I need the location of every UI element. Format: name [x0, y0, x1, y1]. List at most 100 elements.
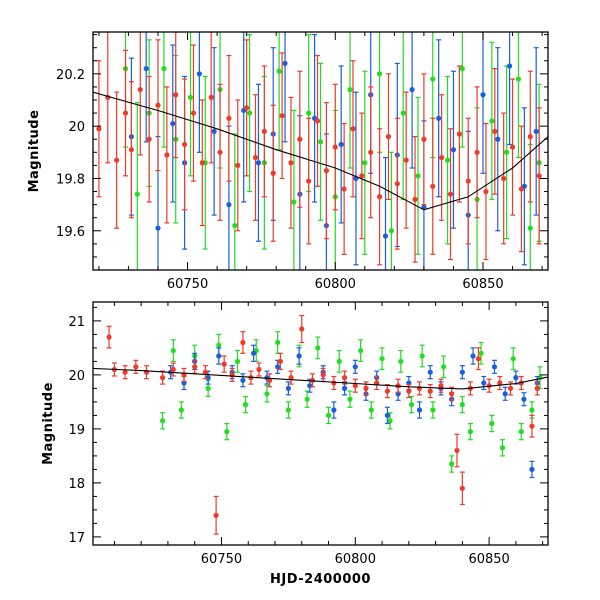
- data-point: [387, 412, 393, 430]
- data-point: [137, 32, 143, 156]
- data-point: [202, 365, 209, 380]
- y-axis-label: Magnitude: [27, 110, 42, 193]
- data-point: [275, 331, 281, 354]
- data-point: [515, 32, 522, 159]
- data-point: [470, 347, 476, 365]
- data-point: [421, 73, 427, 206]
- data-point: [146, 75, 152, 203]
- data-point: [456, 65, 462, 203]
- data-point: [288, 96, 294, 229]
- data-point: [398, 350, 404, 373]
- data-point: [143, 32, 149, 143]
- data-point: [478, 341, 484, 365]
- data-point: [529, 414, 535, 438]
- data-point: [285, 381, 291, 396]
- data-point: [229, 367, 235, 382]
- y-axis-label: Magnitude: [41, 382, 56, 465]
- y-tick-label: 18: [68, 477, 85, 492]
- data-point: [252, 94, 259, 221]
- data-point: [419, 344, 425, 368]
- plot-area: [93, 32, 548, 270]
- data-point: [341, 370, 348, 385]
- data-point: [513, 370, 519, 385]
- data-point: [264, 385, 270, 403]
- data-point: [521, 107, 527, 266]
- data-point: [170, 339, 176, 362]
- data-point: [221, 355, 227, 373]
- data-point: [282, 32, 288, 143]
- data-point: [409, 32, 415, 169]
- data-point: [192, 359, 198, 374]
- data-point: [379, 347, 385, 371]
- data-point: [427, 384, 433, 399]
- data-point: [306, 117, 312, 245]
- data-point: [216, 347, 222, 365]
- data-point: [510, 347, 516, 371]
- data-point: [475, 347, 482, 371]
- data-point: [350, 60, 356, 198]
- data-point: [465, 117, 471, 245]
- data-point: [317, 62, 324, 221]
- data-point: [459, 471, 465, 506]
- x-tick-label: 60750: [167, 277, 208, 292]
- data-point: [208, 32, 214, 164]
- data-point: [388, 151, 395, 270]
- data-point: [170, 362, 176, 377]
- data-point: [459, 365, 465, 380]
- data-point: [299, 314, 305, 344]
- y-tick-label: 21: [68, 315, 85, 330]
- data-point: [483, 122, 489, 261]
- data-point: [242, 395, 249, 414]
- data-point: [385, 73, 392, 200]
- y-tick-label: 19.8: [56, 172, 85, 187]
- data-point: [438, 378, 444, 393]
- trend-curve: [93, 367, 548, 390]
- data-point: [164, 86, 170, 224]
- data-point: [382, 156, 389, 270]
- data-point: [134, 102, 140, 270]
- y-tick-label: 17: [68, 531, 85, 546]
- data-point: [96, 60, 102, 198]
- data-point: [412, 136, 418, 263]
- data-point: [504, 65, 510, 240]
- data-point: [439, 94, 445, 221]
- data-point: [250, 344, 257, 362]
- data-point: [481, 375, 487, 391]
- data-point: [527, 70, 533, 203]
- plot-frame: [92, 31, 549, 271]
- data-point: [384, 384, 391, 399]
- data-point: [495, 47, 501, 232]
- data-point: [159, 370, 166, 385]
- y-tick-label: 20: [68, 120, 85, 135]
- data-point: [444, 75, 451, 245]
- plot-area: [93, 314, 548, 535]
- data-point: [309, 373, 316, 388]
- data-point: [338, 65, 344, 224]
- x-tick-label: 60850: [468, 552, 509, 567]
- data-point: [170, 44, 176, 203]
- data-point: [143, 365, 150, 380]
- data-point: [187, 32, 194, 177]
- data-point: [506, 32, 513, 146]
- data-point: [441, 355, 447, 379]
- data-point: [467, 422, 473, 441]
- data-point: [211, 47, 217, 216]
- y-tick-label: 19: [68, 423, 85, 438]
- data-point: [454, 433, 460, 468]
- data-point: [415, 96, 421, 255]
- data-point: [199, 99, 205, 227]
- data-point: [376, 128, 383, 266]
- data-point: [502, 386, 508, 401]
- data-point: [491, 359, 498, 374]
- data-point: [159, 412, 166, 430]
- data-point: [331, 401, 337, 419]
- data-point: [447, 128, 454, 261]
- trend-curve: [93, 91, 548, 211]
- data-point: [459, 32, 465, 148]
- data-point: [359, 112, 365, 240]
- data-point: [181, 367, 187, 382]
- data-point: [275, 359, 281, 374]
- data-point: [509, 78, 516, 216]
- data-point: [106, 325, 112, 349]
